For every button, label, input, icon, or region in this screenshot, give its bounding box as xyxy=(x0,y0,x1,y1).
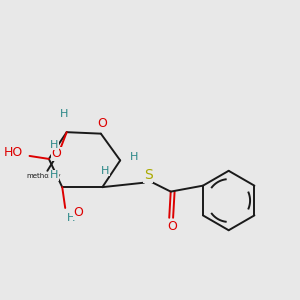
Text: H: H xyxy=(50,140,58,150)
Text: S: S xyxy=(144,168,153,182)
Text: H: H xyxy=(101,166,110,176)
Text: O: O xyxy=(51,147,61,161)
Text: H: H xyxy=(130,152,139,162)
Text: H: H xyxy=(50,170,58,180)
Text: O: O xyxy=(98,117,107,130)
Text: O: O xyxy=(167,220,177,233)
Text: H: H xyxy=(67,213,75,224)
Text: methoxy: methoxy xyxy=(34,173,61,178)
Text: H: H xyxy=(59,109,68,119)
Text: methoxy: methoxy xyxy=(27,173,57,179)
Text: O: O xyxy=(74,206,83,219)
Text: HO: HO xyxy=(4,146,23,160)
